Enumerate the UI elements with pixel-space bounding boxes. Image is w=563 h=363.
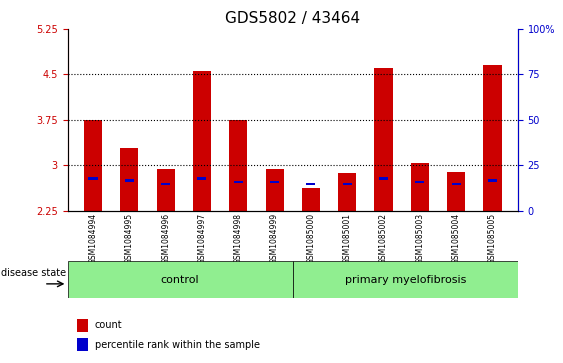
Text: GSM1084999: GSM1084999 (270, 213, 279, 264)
Text: GSM1084995: GSM1084995 (125, 213, 134, 264)
Bar (488, 179, 497, 182)
Text: GSM1084998: GSM1084998 (234, 213, 243, 264)
Bar (229, 120, 247, 211)
Bar (293, 261, 518, 298)
Bar (452, 183, 461, 185)
Text: primary myelofibrosis: primary myelofibrosis (345, 274, 466, 285)
Bar (77, 319, 88, 332)
Text: control: control (161, 274, 199, 285)
Text: GSM1085002: GSM1085002 (379, 213, 388, 264)
Bar (379, 177, 388, 180)
Bar (302, 188, 320, 211)
Text: disease state: disease state (2, 268, 66, 278)
Title: GDS5802 / 43464: GDS5802 / 43464 (225, 12, 360, 26)
Bar (234, 181, 243, 183)
Bar (77, 338, 88, 351)
Bar (338, 173, 356, 211)
Bar (343, 183, 352, 185)
Text: GSM1084997: GSM1084997 (198, 213, 207, 264)
Text: GSM1085001: GSM1085001 (343, 213, 352, 264)
Bar (266, 170, 284, 211)
Bar (193, 72, 211, 211)
Bar (157, 170, 175, 211)
Bar (447, 172, 465, 211)
Bar (84, 121, 102, 211)
Bar (306, 183, 315, 185)
Bar (120, 148, 138, 211)
Bar (88, 177, 97, 180)
Bar (270, 181, 279, 183)
Bar (411, 163, 429, 211)
Bar (484, 65, 502, 211)
Bar (125, 179, 134, 182)
Text: count: count (95, 320, 122, 330)
Bar (374, 68, 392, 211)
Text: GSM1085004: GSM1085004 (452, 213, 461, 264)
Bar (161, 183, 170, 185)
Bar (68, 261, 293, 298)
Text: GSM1085000: GSM1085000 (306, 213, 315, 264)
Bar (198, 177, 207, 180)
Text: GSM1084996: GSM1084996 (161, 213, 170, 264)
Text: GSM1084994: GSM1084994 (88, 213, 97, 264)
Text: percentile rank within the sample: percentile rank within the sample (95, 340, 260, 350)
Text: GSM1085005: GSM1085005 (488, 213, 497, 264)
Bar (415, 181, 425, 183)
Text: GSM1085003: GSM1085003 (415, 213, 425, 264)
